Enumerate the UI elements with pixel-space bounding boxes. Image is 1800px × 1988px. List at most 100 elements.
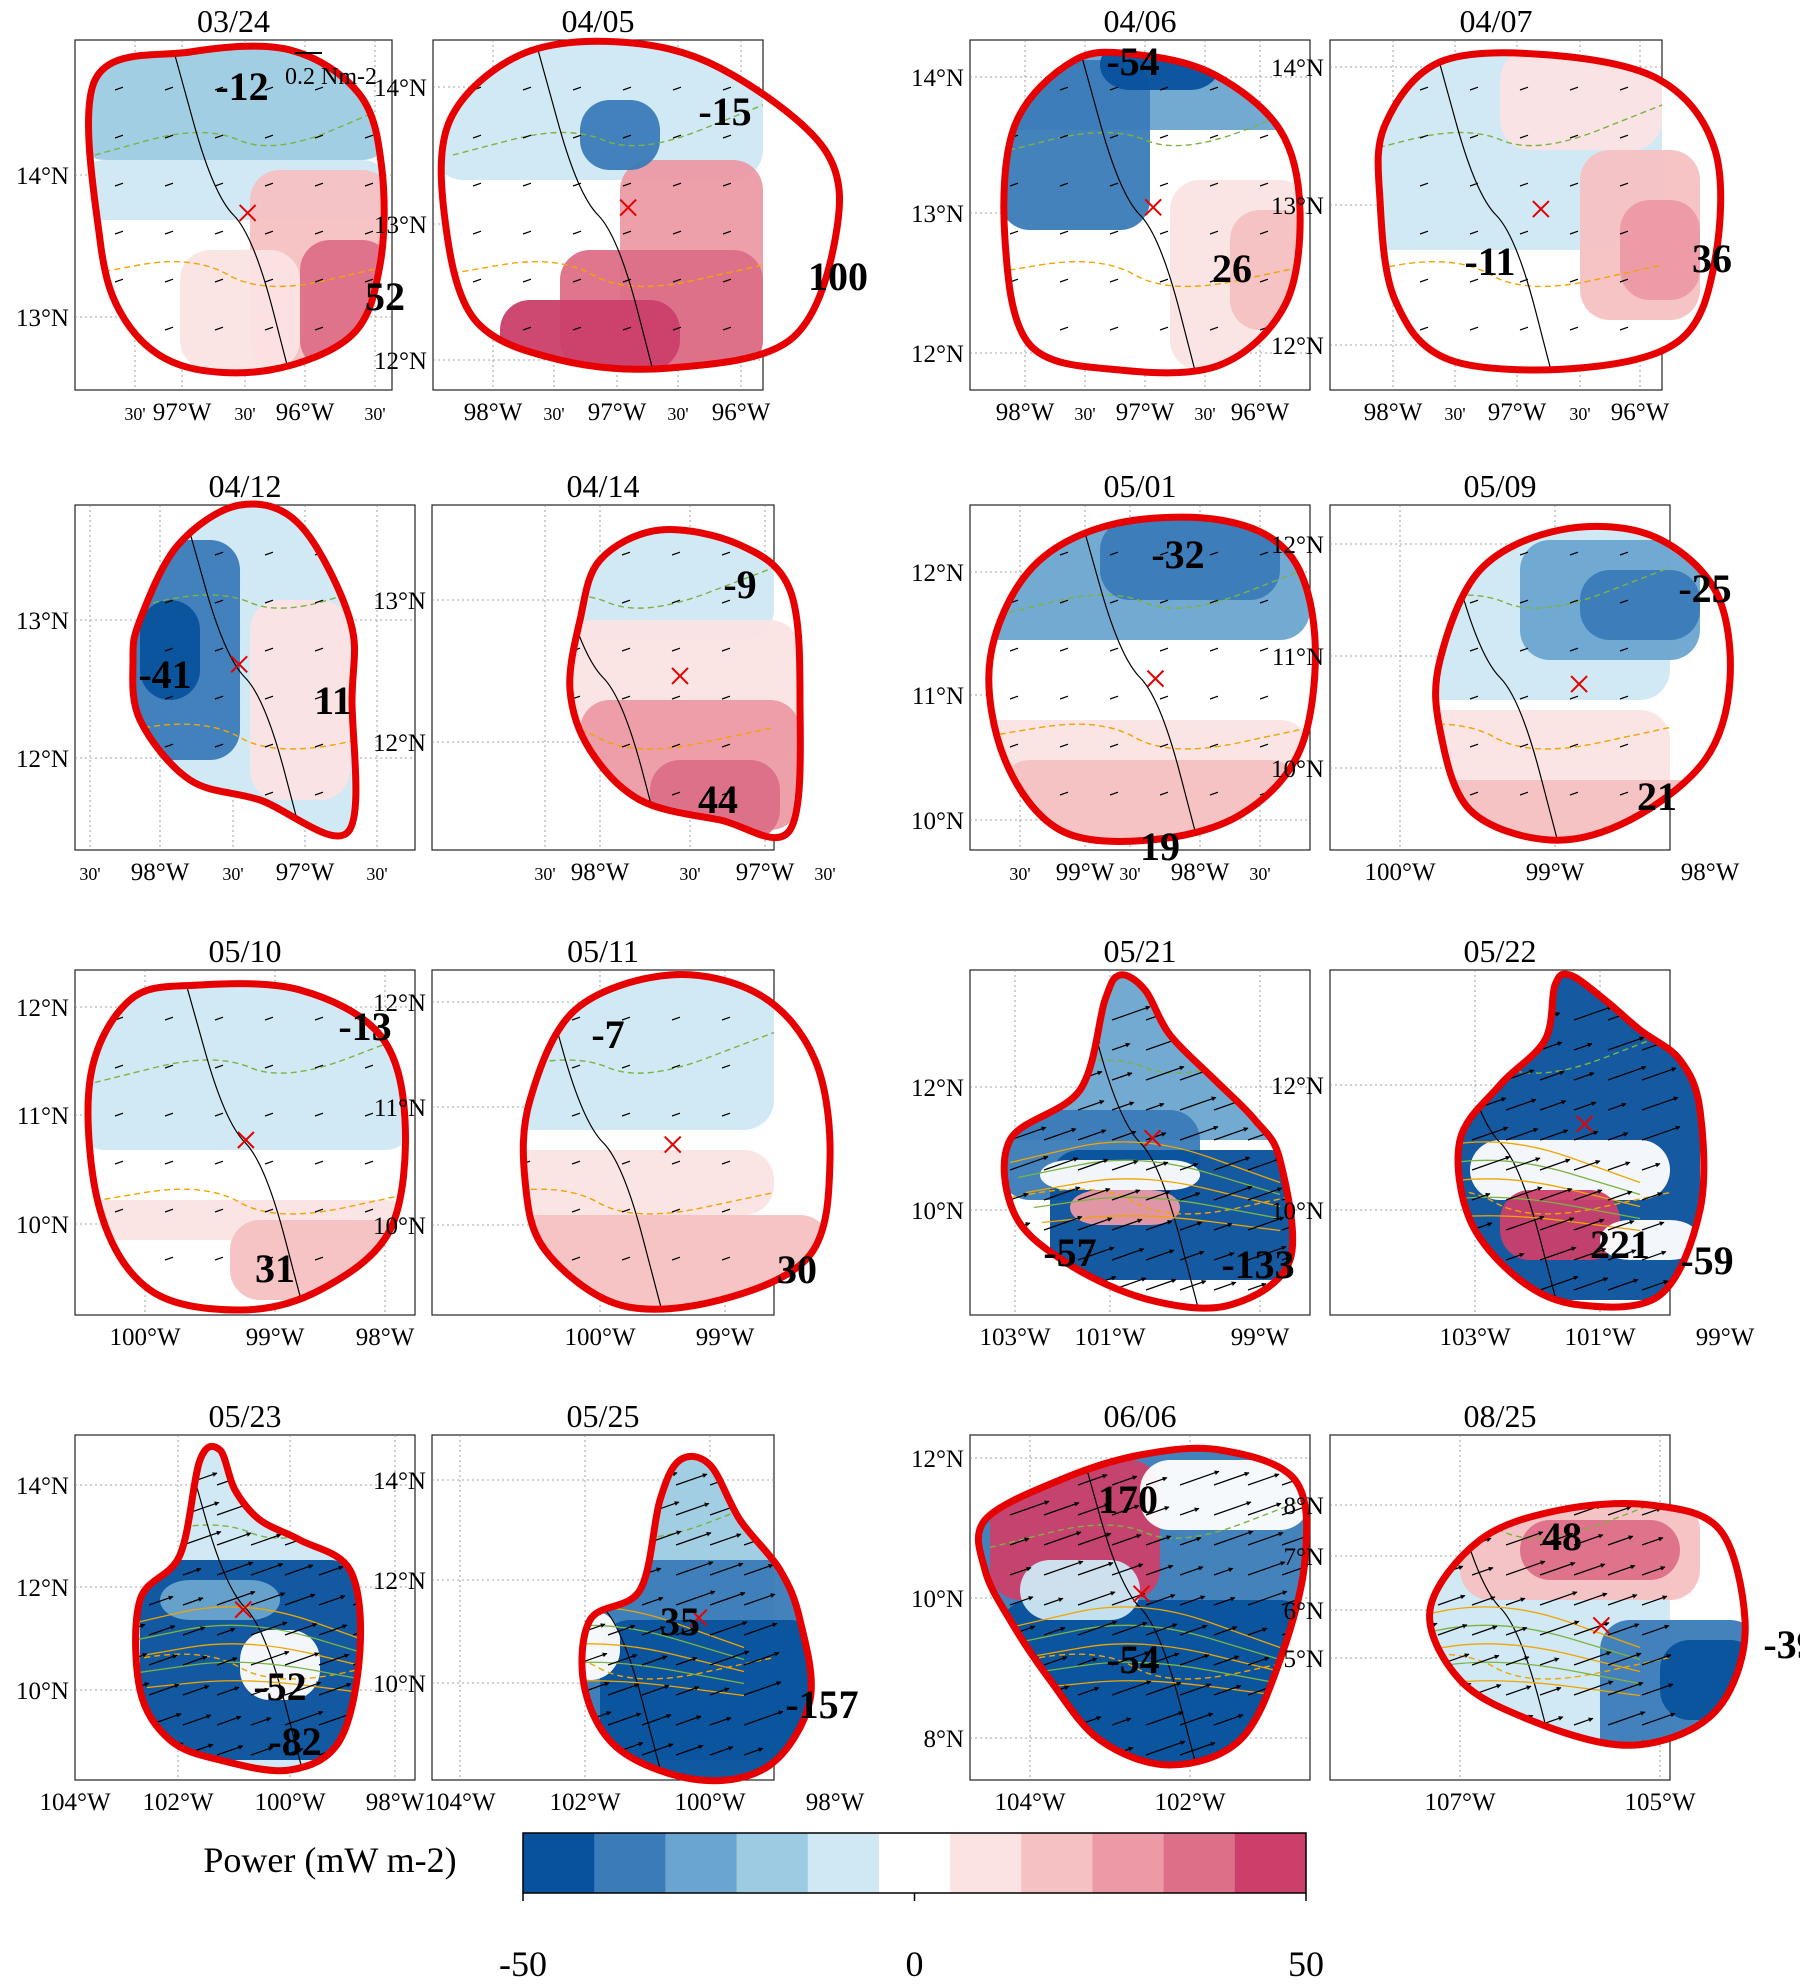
lat-tick-label: 11°N — [1272, 644, 1324, 671]
lat-tick-label: 12°N — [1271, 1073, 1324, 1100]
map-panel-04-14: 04/14 13°N 12°N 30' 98°W 30' 97°W 30' -9 44 — [373, 468, 836, 886]
map-panel-04-07: 04/07 14°N 13°N 12°N 98°W 30' 97°W 30' 96°W -11 36 — [1271, 3, 1732, 426]
map-panel-06-06: 06/06 12°N 10°N 8°N 104°W 102°W 170 -54 — [911, 1398, 1311, 1816]
stress-arrows — [1378, 86, 1629, 331]
lat-tick-label: 12°N — [911, 1446, 964, 1473]
lat-tick-label: 11°N — [17, 1103, 69, 1130]
lon-tick-label: 100°W — [564, 1324, 635, 1351]
lon-tick-label: 100°W — [254, 1789, 325, 1816]
lon-tick-label: 30' — [814, 864, 835, 884]
lon-tick-label: 97°W — [736, 859, 795, 886]
lon-tick-label: 98°W — [1364, 399, 1423, 426]
lon-tick-label: 102°W — [142, 1789, 213, 1816]
lat-tick-label: 11°N — [912, 683, 964, 710]
stress-arrows — [1009, 551, 1269, 796]
power-field — [988, 517, 1316, 842]
eddy-boundary — [132, 1442, 365, 1775]
contour-lines — [1003, 52, 1301, 373]
lat-tick-label: 7°N — [1283, 1544, 1324, 1571]
power-annotation: 52 — [365, 274, 405, 319]
map-panel-05-25: 05/25 14°N 12°N 10°N 104°W 102°W 100°W 98°W 35 -1… — [373, 1398, 865, 1816]
lat-tick-label: 5°N — [1283, 1646, 1324, 1673]
colorbar-swatch — [1163, 1833, 1236, 1893]
lat-tick-label: 12°N — [16, 1575, 69, 1602]
eddy-center-marker — [690, 1608, 708, 1627]
power-annotation: -32 — [1151, 532, 1204, 577]
colorbar-swatch — [1092, 1833, 1165, 1893]
lon-tick-label: 30' — [667, 404, 688, 424]
lat-tick-label: 11°N — [374, 1095, 426, 1122]
lon-tick-label: 30' — [234, 404, 255, 424]
lat-tick-label: 12°N — [16, 746, 69, 773]
eddy-boundary — [519, 971, 834, 1313]
panel-title: 05/01 — [1104, 468, 1177, 504]
lon-tick-label: 30' — [79, 864, 100, 884]
power-annotation: -59 — [1680, 1238, 1733, 1283]
lon-tick-label: 100°W — [674, 1789, 745, 1816]
lon-tick-label: 99°W — [1231, 1324, 1290, 1351]
lon-tick-label: 96°W — [1611, 399, 1670, 426]
lon-tick-label: 99°W — [696, 1324, 755, 1351]
lon-tick-label: 97°W — [1116, 399, 1175, 426]
eddy-center-marker — [1146, 669, 1165, 688]
lon-tick-label: 98°W — [1171, 859, 1230, 886]
lon-tick-label: 102°W — [1154, 1789, 1225, 1816]
map-panel-05-21: 05/21 12°N 10°N 103°W 101°W 99°W -57 -133 — [911, 933, 1311, 1351]
map-panel-03-24: 03/24 14°N 13°N 30' 97°W 30' 96°W 30' -12 52 0.2 N… — [16, 3, 405, 426]
eddy-center-marker — [238, 204, 257, 222]
lat-tick-label: 8°N — [923, 1726, 964, 1753]
colorbar-swatch — [878, 1833, 951, 1893]
eddy-boundary — [129, 500, 360, 840]
panel-title: 06/06 — [1104, 1398, 1177, 1434]
colorbar-swatch — [665, 1833, 738, 1893]
lon-tick-label: 30' — [1444, 404, 1465, 424]
lon-tick-label: 97°W — [276, 859, 335, 886]
eddy-boundary — [1432, 522, 1734, 844]
eddy-boundary — [437, 37, 844, 373]
power-annotation: 31 — [255, 1246, 295, 1291]
lat-tick-label: 14°N — [374, 75, 427, 102]
map-panel-05-10: 05/10 12°N 11°N 10°N 100°W 99°W 98°W -13 31 — [16, 933, 416, 1351]
map-panel-05-22: 05/22 12°N 10°N 103°W 101°W 99°W 221 -59 — [1271, 933, 1755, 1351]
power-annotation: 19 — [1140, 824, 1180, 869]
panel-title: 05/25 — [567, 1398, 640, 1434]
panel-title: 04/05 — [562, 3, 635, 39]
lon-tick-label: 99°W — [246, 1324, 305, 1351]
lon-tick-label: 30' — [534, 864, 555, 884]
lat-tick-label: 12°N — [911, 1075, 964, 1102]
eddy-center-marker — [1570, 675, 1588, 693]
eddy-center-marker — [1143, 1129, 1162, 1147]
lon-tick-label: 98°W — [464, 399, 523, 426]
lon-tick-label: 100°W — [1364, 859, 1435, 886]
lat-tick-label: 12°N — [1271, 532, 1324, 559]
lon-tick-label: 30' — [1194, 404, 1215, 424]
contour-lines — [88, 983, 406, 1310]
lon-tick-label: 96°W — [712, 399, 771, 426]
lat-tick-label: 14°N — [373, 1468, 426, 1495]
power-annotation: -15 — [698, 89, 751, 134]
power-annotation: -12 — [215, 64, 268, 109]
map-panel-05-23: 05/23 14°N 12°N 10°N 104°W 102°W 100°W 98°W -52 -… — [16, 1398, 425, 1816]
lon-tick-label: 98°W — [366, 1789, 425, 1816]
power-annotation: -157 — [785, 1682, 858, 1727]
contour-lines — [442, 49, 764, 370]
lon-tick-label: 97°W — [153, 399, 212, 426]
eddy-center-marker — [1532, 200, 1550, 218]
lat-tick-label: 14°N — [16, 1473, 69, 1500]
lat-tick-label: 12°N — [373, 730, 426, 757]
contour-lines — [132, 514, 356, 837]
lat-tick-label: 10°N — [911, 1586, 964, 1613]
lon-tick-label: 102°W — [549, 1789, 620, 1816]
colorbar-tick-label: 0 — [906, 1944, 924, 1984]
map-panel-08-25: 08/25 8°N 7°N 6°N 5°N 107°W 105°W 48 -39 — [1283, 1398, 1800, 1816]
panel-title: 04/14 — [567, 468, 640, 504]
lon-tick-label: 101°W — [1074, 1324, 1145, 1351]
map-panel-04-12: 04/12 13°N 12°N 30' 98°W 30' 97°W 30' -41 11 — [16, 468, 416, 886]
eddy-center-marker — [1144, 198, 1162, 216]
panel-title: 05/22 — [1464, 933, 1537, 969]
lat-tick-label: 13°N — [911, 201, 964, 228]
lat-tick-label: 14°N — [911, 65, 964, 92]
lat-tick-label: 10°N — [911, 1198, 964, 1225]
eddy-center-marker — [230, 655, 248, 673]
